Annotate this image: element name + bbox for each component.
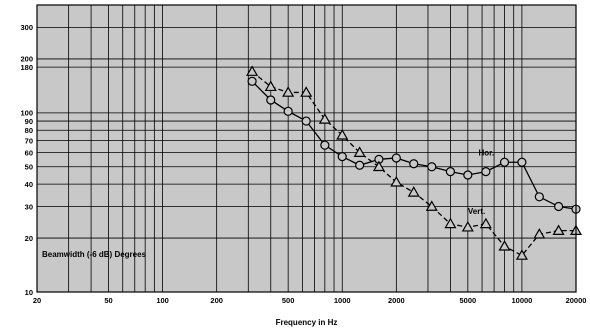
data-point-triangle bbox=[353, 146, 366, 157]
data-point-triangle bbox=[552, 224, 565, 236]
x-tick-label: 50 bbox=[104, 296, 112, 305]
y-tick-label: 300 bbox=[20, 23, 33, 32]
grid bbox=[37, 5, 576, 292]
x-tick-label: 500 bbox=[282, 296, 295, 305]
data-point-circle bbox=[517, 157, 527, 167]
data-point-circle bbox=[283, 106, 293, 116]
y-tick-label: 70 bbox=[25, 136, 33, 145]
data-point-triangle bbox=[336, 129, 349, 140]
y-tick-label: 180 bbox=[20, 63, 33, 72]
x-axis-label: Frequency in Hz bbox=[276, 318, 338, 327]
data-point-triangle bbox=[479, 217, 492, 229]
data-point-circle bbox=[337, 151, 347, 162]
data-point-circle bbox=[499, 157, 510, 167]
data-point-circle bbox=[553, 201, 564, 212]
x-tick-label: 1000 bbox=[334, 296, 351, 305]
data-point-circle bbox=[247, 76, 257, 86]
series-group: Hor. Vert. bbox=[246, 65, 583, 260]
x-tick-label: 20 bbox=[33, 296, 41, 305]
data-point-triangle bbox=[390, 176, 403, 187]
data-point-circle bbox=[391, 153, 401, 163]
data-point-triangle bbox=[461, 220, 474, 232]
data-point-circle bbox=[266, 95, 276, 105]
y-tick-label: 80 bbox=[25, 126, 33, 135]
data-point-triangle bbox=[372, 160, 385, 172]
data-point-triangle bbox=[533, 228, 546, 239]
y-tick-label: 90 bbox=[25, 117, 33, 126]
y-tick-label: 10 bbox=[25, 288, 33, 297]
data-point-circle bbox=[320, 140, 330, 150]
data-point-triangle bbox=[425, 200, 438, 211]
data-point-triangle bbox=[498, 240, 511, 251]
data-point-triangle bbox=[282, 86, 295, 97]
y-tick-label: 100 bbox=[20, 109, 33, 118]
y-axis-annotation: Beamwidth (-6 dB) Degrees bbox=[42, 250, 147, 259]
x-tick-label: 100 bbox=[156, 296, 169, 305]
x-tick-label: 20000 bbox=[566, 296, 587, 305]
data-point-circle bbox=[463, 170, 473, 180]
data-point-triangle bbox=[515, 249, 528, 260]
x-tick-label: 2000 bbox=[388, 296, 405, 305]
data-point-circle bbox=[481, 166, 491, 177]
y-tick-label: 30 bbox=[25, 202, 33, 211]
plot-background bbox=[37, 5, 576, 292]
x-tick-labels: 20 50 100 200 500 1000 2000 5000 10000 20000 bbox=[33, 296, 587, 305]
data-point-circle bbox=[445, 166, 456, 177]
data-point-circle bbox=[301, 116, 311, 126]
y-tick-label: 200 bbox=[20, 55, 33, 64]
data-point-triangle bbox=[407, 186, 420, 197]
y-tick-label: 40 bbox=[25, 180, 33, 189]
series-label-hor: Hor. bbox=[479, 148, 495, 157]
series-label-vert: Vert. bbox=[468, 207, 485, 216]
data-point-triangle bbox=[264, 80, 277, 92]
data-point-circle bbox=[355, 160, 365, 170]
y-tick-label: 50 bbox=[25, 163, 33, 172]
data-point-circle bbox=[427, 162, 437, 172]
y-tick-label: 20 bbox=[25, 234, 33, 243]
data-point-triangle bbox=[300, 86, 313, 97]
x-tick-label: 200 bbox=[210, 296, 223, 305]
data-point-triangle bbox=[318, 113, 331, 124]
data-point-circle bbox=[409, 159, 419, 169]
plot-frame bbox=[36, 4, 577, 293]
x-tick-label: 10000 bbox=[511, 296, 532, 305]
data-point-circle bbox=[534, 192, 544, 202]
x-tick-label: 5000 bbox=[459, 296, 476, 305]
data-point-triangle bbox=[246, 65, 259, 76]
y-tick-label: 60 bbox=[25, 148, 33, 157]
data-point-triangle bbox=[444, 217, 457, 229]
